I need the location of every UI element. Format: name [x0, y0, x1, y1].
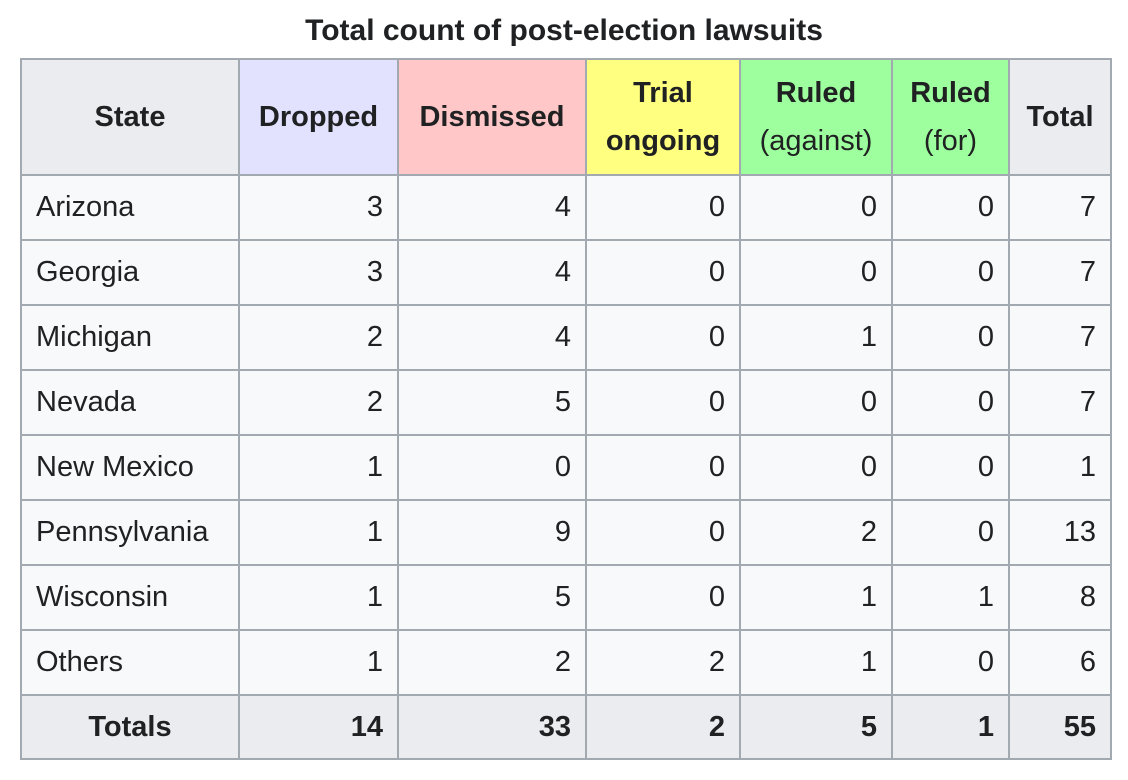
cell-total: 7: [1008, 369, 1112, 436]
cell-ruled-against: 1: [739, 629, 893, 696]
cell-total: 1: [1008, 434, 1112, 501]
cell-trial-ongoing: 0: [585, 369, 741, 436]
cell-state: Others: [20, 629, 240, 696]
cell-state: Arizona: [20, 174, 240, 241]
cell-dropped: 1: [238, 629, 399, 696]
cell-dropped: 2: [238, 369, 399, 436]
cell-trial-ongoing: 0: [585, 434, 741, 501]
cell-ruled-for: 0: [891, 239, 1010, 306]
table-row: Others 1 2 2 1 0 6: [20, 629, 1112, 696]
total-dismissed: 33: [397, 694, 587, 760]
col-header-dismissed[interactable]: Dismissed: [397, 58, 587, 176]
cell-ruled-for: 0: [891, 174, 1010, 241]
cell-state: Wisconsin: [20, 564, 240, 631]
totals-row: Totals 14 33 2 5 1 55: [20, 694, 1112, 760]
cell-dismissed: 4: [397, 239, 587, 306]
total-ruled-for: 1: [891, 694, 1010, 760]
cell-total: 7: [1008, 239, 1112, 306]
cell-dismissed: 5: [397, 369, 587, 436]
cell-ruled-against: 0: [739, 369, 893, 436]
cell-dropped: 1: [238, 434, 399, 501]
cell-state: Nevada: [20, 369, 240, 436]
cell-ruled-for: 0: [891, 304, 1010, 371]
grand-total: 55: [1008, 694, 1112, 760]
cell-total: 7: [1008, 304, 1112, 371]
col-header-ruled-for[interactable]: Ruled (for): [891, 58, 1010, 176]
col-header-ruled-against-line1: Ruled: [775, 77, 857, 109]
table-row: New Mexico 1 0 0 0 0 1: [20, 434, 1112, 501]
cell-total: 6: [1008, 629, 1112, 696]
col-header-trial-line2: ongoing: [605, 125, 721, 157]
cell-dropped: 3: [238, 239, 399, 306]
col-header-total-label: Total: [1026, 101, 1094, 133]
cell-dropped: 3: [238, 174, 399, 241]
total-trial-ongoing: 2: [585, 694, 741, 760]
table-row: Michigan 2 4 0 1 0 7: [20, 304, 1112, 371]
cell-ruled-for: 1: [891, 564, 1010, 631]
cell-dismissed: 9: [397, 499, 587, 566]
cell-state: New Mexico: [20, 434, 240, 501]
cell-dismissed: 2: [397, 629, 587, 696]
cell-trial-ongoing: 0: [585, 499, 741, 566]
cell-ruled-against: 1: [739, 564, 893, 631]
table-row: Georgia 3 4 0 0 0 7: [20, 239, 1112, 306]
cell-trial-ongoing: 0: [585, 239, 741, 306]
cell-dismissed: 0: [397, 434, 587, 501]
cell-state: Pennsylvania: [20, 499, 240, 566]
cell-ruled-for: 0: [891, 369, 1010, 436]
table-row: Nevada 2 5 0 0 0 7: [20, 369, 1112, 436]
cell-ruled-against: 0: [739, 174, 893, 241]
cell-ruled-against: 0: [739, 239, 893, 306]
cell-state: Georgia: [20, 239, 240, 306]
cell-ruled-against: 2: [739, 499, 893, 566]
cell-dropped: 2: [238, 304, 399, 371]
col-header-total[interactable]: Total: [1008, 58, 1112, 176]
cell-dropped: 1: [238, 564, 399, 631]
cell-ruled-against: 0: [739, 434, 893, 501]
cell-total: 8: [1008, 564, 1112, 631]
cell-dismissed: 5: [397, 564, 587, 631]
cell-total: 13: [1008, 499, 1112, 566]
cell-trial-ongoing: 2: [585, 629, 741, 696]
total-dropped: 14: [238, 694, 399, 760]
cell-dismissed: 4: [397, 304, 587, 371]
col-header-ruled-for-line1: Ruled: [910, 77, 991, 109]
cell-total: 7: [1008, 174, 1112, 241]
col-header-ruled-for-line2: (for): [923, 125, 978, 157]
total-ruled-against: 5: [739, 694, 893, 760]
cell-dropped: 1: [238, 499, 399, 566]
col-header-trial-ongoing[interactable]: Trial ongoing: [585, 58, 741, 176]
cell-ruled-for: 0: [891, 629, 1010, 696]
cell-trial-ongoing: 0: [585, 174, 741, 241]
table-row: Arizona 3 4 0 0 0 7: [20, 174, 1112, 241]
table-row: Wisconsin 1 5 0 1 1 8: [20, 564, 1112, 631]
col-header-state-label: State: [94, 101, 166, 133]
col-header-state[interactable]: State: [20, 58, 240, 176]
header-row: State Dropped Dismissed Trial ongoing Rul…: [20, 58, 1112, 176]
cell-trial-ongoing: 0: [585, 304, 741, 371]
cell-ruled-for: 0: [891, 434, 1010, 501]
cell-trial-ongoing: 0: [585, 564, 741, 631]
col-header-ruled-against[interactable]: Ruled (against): [739, 58, 893, 176]
cell-ruled-for: 0: [891, 499, 1010, 566]
table-row: Pennsylvania 1 9 0 2 0 13: [20, 499, 1112, 566]
col-header-ruled-against-line2: (against): [759, 125, 873, 157]
col-header-dismissed-label: Dismissed: [419, 101, 565, 133]
col-header-trial-line1: Trial: [633, 77, 693, 109]
cell-ruled-against: 1: [739, 304, 893, 371]
totals-label: Totals: [20, 694, 240, 760]
col-header-dropped[interactable]: Dropped: [238, 58, 399, 176]
cell-dismissed: 4: [397, 174, 587, 241]
table-caption: Total count of post-election lawsuits: [305, 14, 823, 47]
lawsuits-table: State Dropped Dismissed Trial ongoing Rul…: [20, 58, 1112, 760]
col-header-dropped-label: Dropped: [258, 101, 379, 133]
cell-state: Michigan: [20, 304, 240, 371]
